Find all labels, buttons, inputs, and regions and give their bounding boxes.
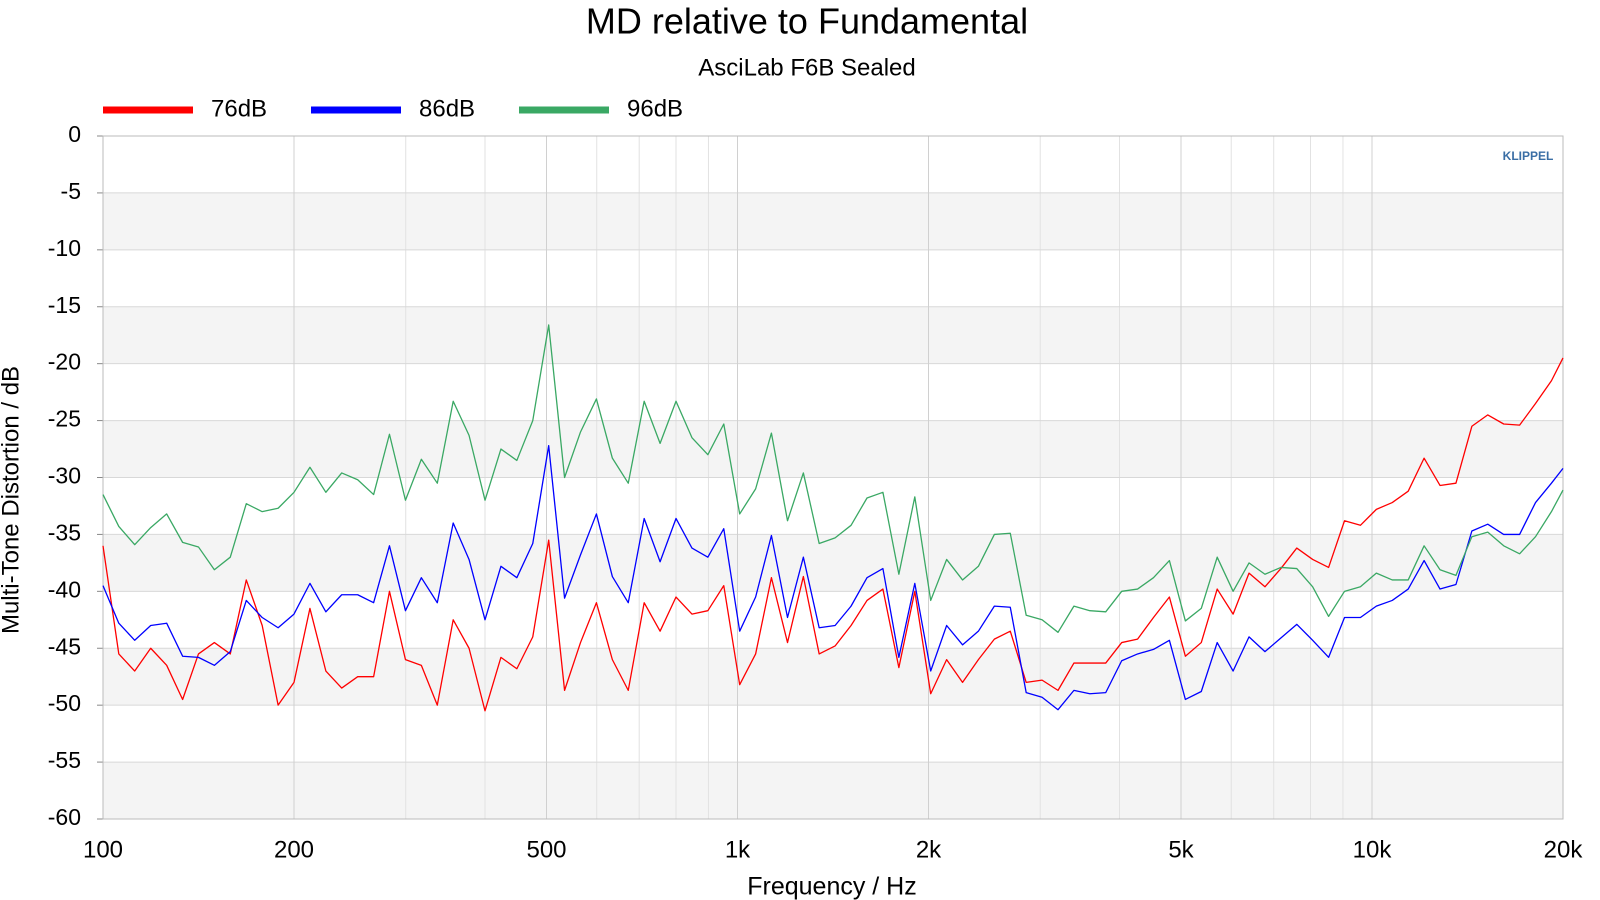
x-tick-label: 100 <box>83 836 123 863</box>
grid-band <box>103 306 1563 364</box>
y-tick-label: -60 <box>48 804 81 830</box>
grid-band <box>103 420 1563 478</box>
x-tick-label: 10k <box>1353 836 1393 863</box>
y-axis-label: Multi-Tone Distortion / dB <box>0 366 24 634</box>
y-tick-label: -55 <box>48 747 81 773</box>
legend-label: 76dB <box>211 95 267 122</box>
legend-label: 96dB <box>627 95 683 122</box>
y-tick-label: -50 <box>48 690 81 716</box>
y-tick-label: -35 <box>48 519 81 545</box>
plot-frame <box>102 135 1564 820</box>
watermark: KLIPPEL <box>1503 149 1554 163</box>
data-line <box>102 357 1564 712</box>
y-tick-label: -40 <box>48 576 81 602</box>
x-tick-label: 500 <box>526 836 566 863</box>
grid-band <box>103 648 1563 706</box>
x-tick-label: 1k <box>725 836 751 863</box>
x-tick-label: 200 <box>274 836 314 863</box>
x-tick-label: 5k <box>1168 836 1194 863</box>
chart-subtitle: AsciLab F6B Sealed <box>698 54 915 81</box>
x-axis-label: Frequency / Hz <box>747 873 917 900</box>
chart-title: MD relative to Fundamental <box>586 1 1028 42</box>
y-tick-label: -30 <box>48 463 81 489</box>
legend-label: 86dB <box>419 95 475 122</box>
grid-band <box>103 192 1563 250</box>
y-tick-label: -15 <box>48 292 81 318</box>
grid-band <box>103 534 1563 592</box>
y-tick-label: -5 <box>61 178 81 204</box>
grid-band <box>103 762 1563 819</box>
y-tick-label: -25 <box>48 406 81 432</box>
data-line <box>102 444 1564 711</box>
x-tick-label: 2k <box>916 836 942 863</box>
y-tick-label: -20 <box>48 349 81 375</box>
y-tick-label: -45 <box>48 633 81 659</box>
x-tick-label: 20k <box>1544 836 1584 863</box>
y-tick-label: -10 <box>48 235 81 261</box>
y-tick-label: 0 <box>68 121 81 147</box>
data-line <box>102 324 1564 633</box>
